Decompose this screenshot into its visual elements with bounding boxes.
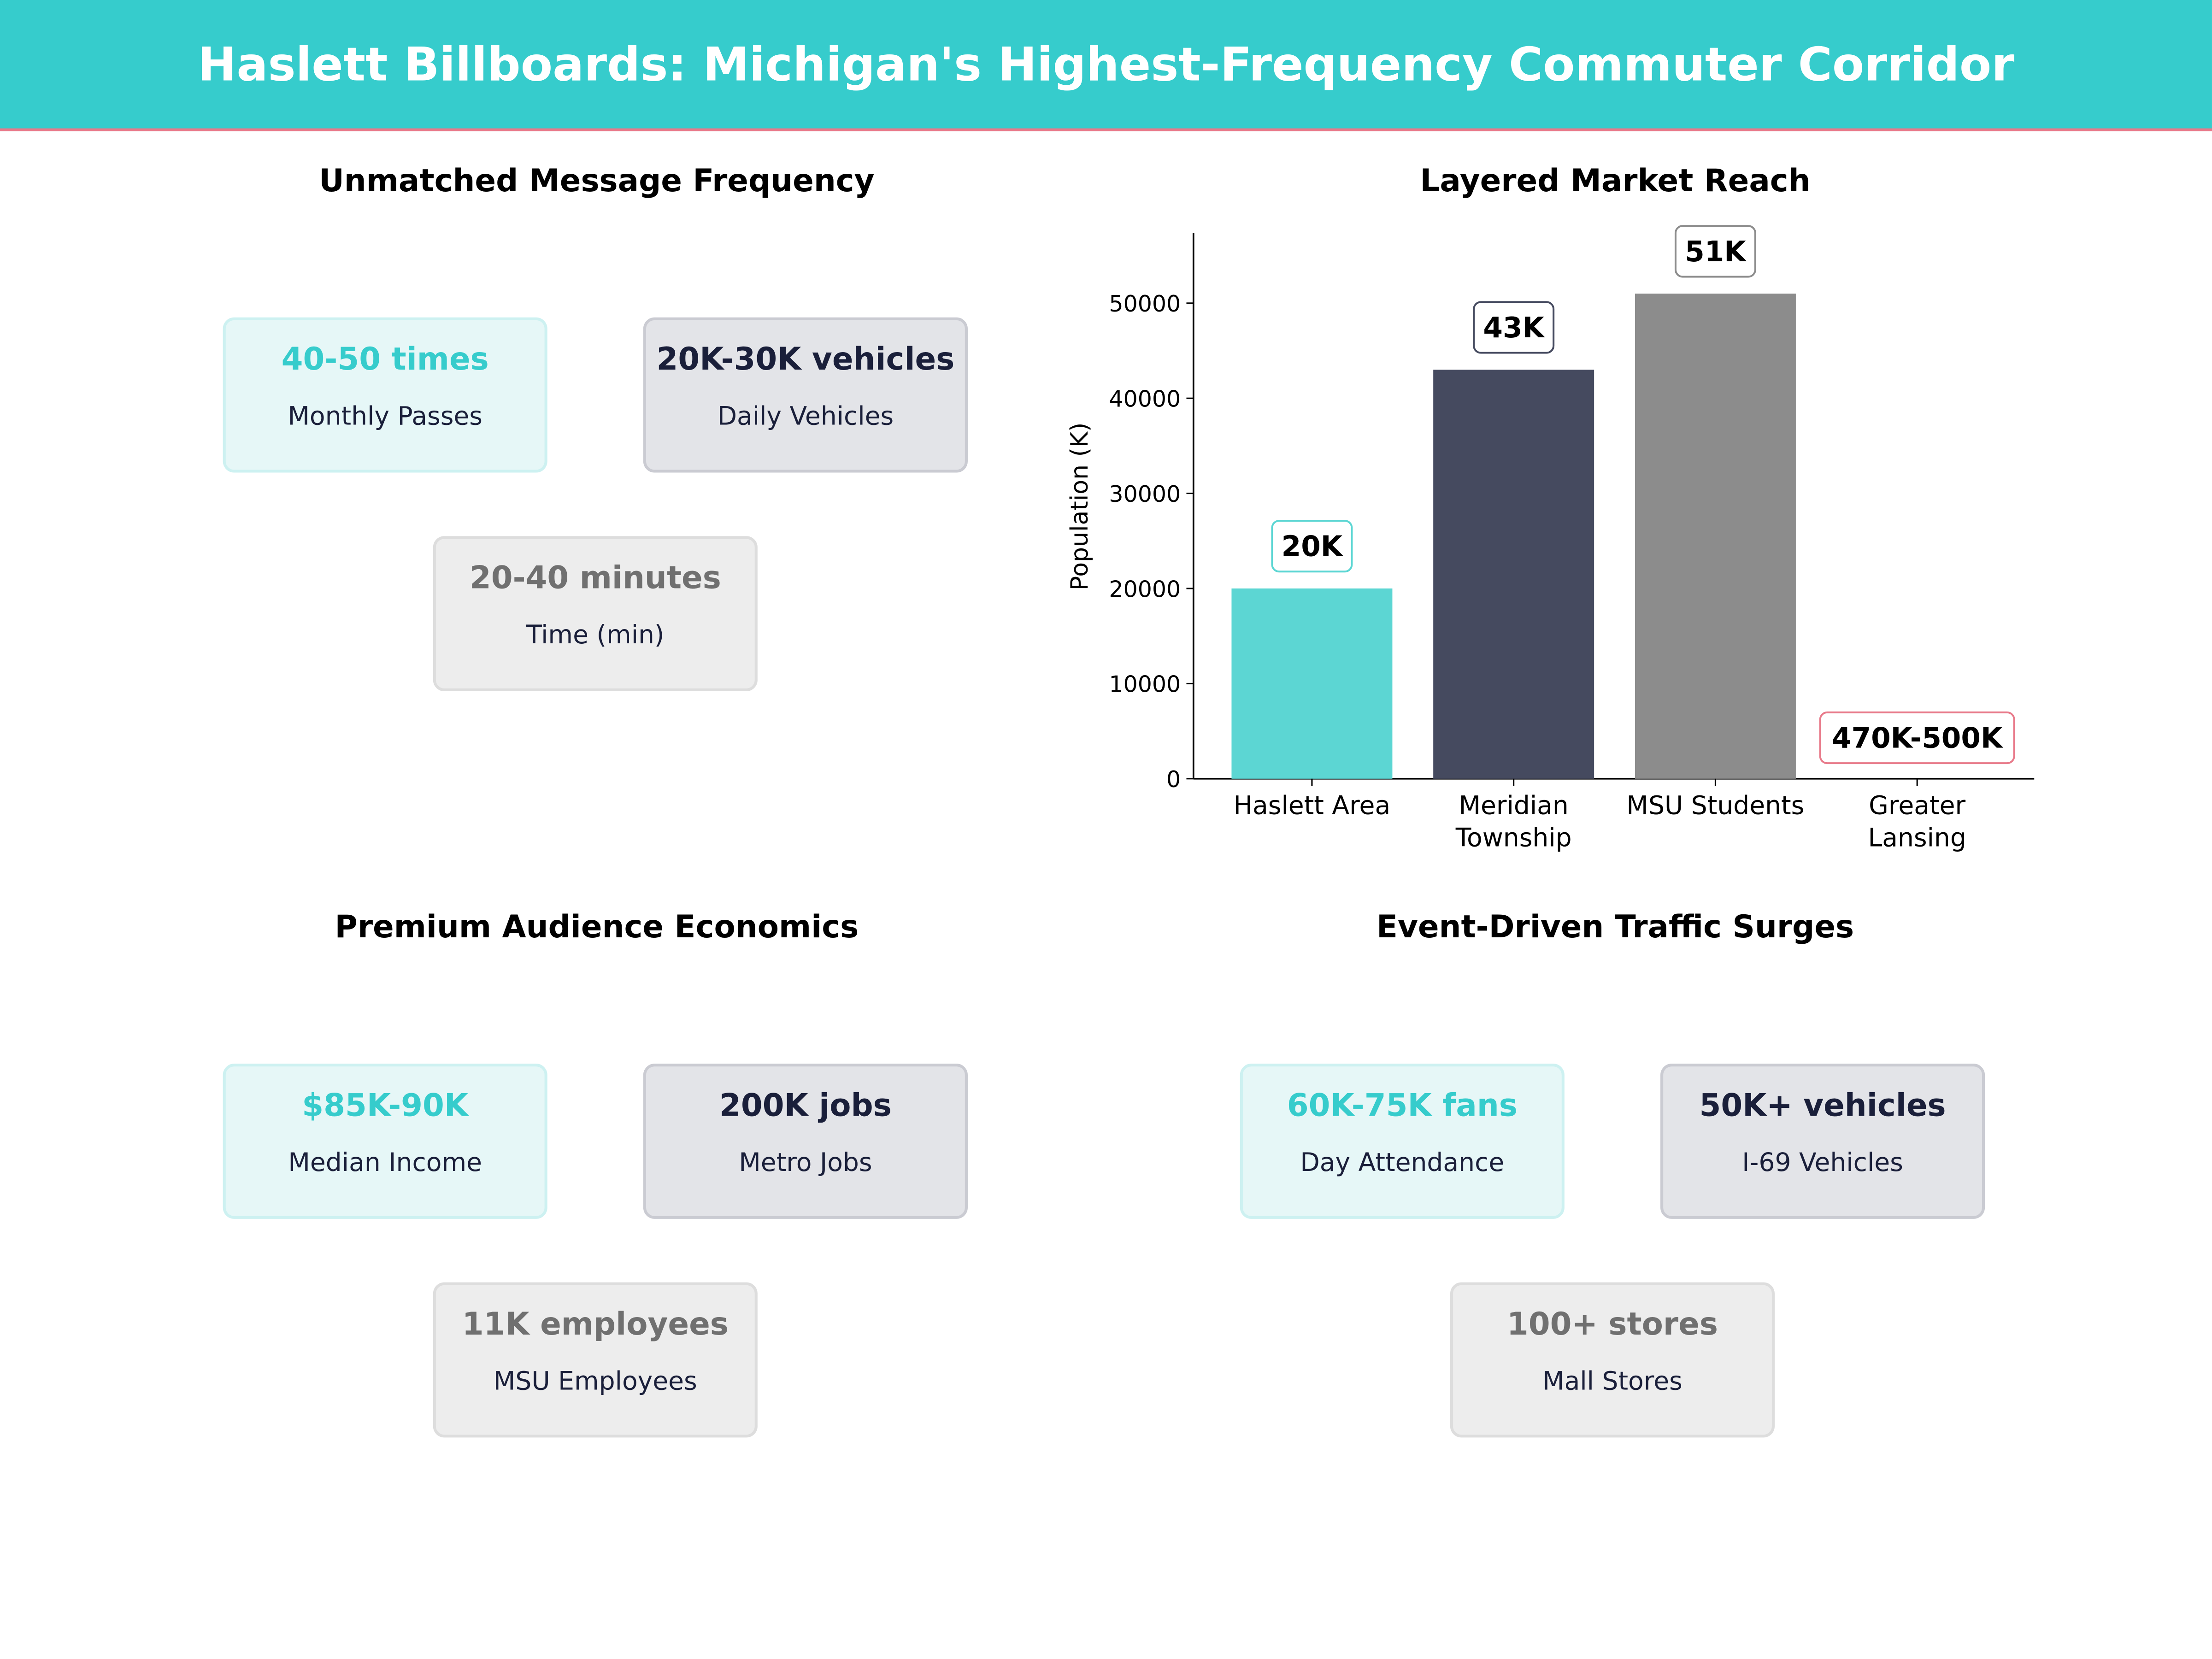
stat-value: 50K+ vehicles	[1699, 1089, 1946, 1124]
y-tick-label: 20000	[1109, 576, 1181, 602]
data-label: 51K	[1685, 235, 1747, 268]
stat-card-frequency: 40-50 times Monthly Passes	[223, 317, 547, 473]
x-tick-label: Township	[1455, 823, 1572, 853]
panel-title-events: Event-Driven Traffic Surges	[1376, 911, 1854, 946]
page-title: Haslett Billboards: Michigan's Highest-F…	[197, 36, 2015, 92]
bar	[1635, 294, 1796, 779]
stat-value: 200K jobs	[719, 1089, 892, 1124]
x-tick-label: MSU Students	[1626, 790, 1804, 820]
data-label-box	[1674, 225, 1756, 278]
stat-value: 20K-30K vehicles	[656, 342, 955, 378]
data-label-box	[1819, 711, 2015, 765]
panel-title-economics: Premium Audience Economics	[335, 911, 859, 946]
y-tick-label: 50000	[1109, 291, 1181, 317]
panel-title-frequency: Unmatched Message Frequency	[319, 164, 875, 200]
stat-label: I-69 Vehicles	[1742, 1148, 1903, 1178]
stat-value: 11K employees	[462, 1307, 729, 1343]
x-tick-label: Haslett Area	[1234, 790, 1391, 820]
data-label-box	[1473, 301, 1555, 354]
bar	[1231, 588, 1393, 779]
stat-card-economics: 200K jobs Metro Jobs	[643, 1064, 968, 1219]
x-tick-label: Greater	[1869, 790, 1965, 820]
stat-card-economics: 11K employees MSU Employees	[433, 1282, 758, 1438]
stat-card-events: 60K-75K fans Day Attendance	[1240, 1064, 1565, 1219]
x-tick-label: Lansing	[1868, 823, 1966, 853]
data-label: 20K	[1282, 530, 1344, 563]
y-axis-label: Population (K)	[1066, 423, 1094, 591]
stat-value: 40-50 times	[281, 342, 489, 378]
y-tick-label: 10000	[1109, 671, 1181, 698]
y-tick-label: 40000	[1109, 386, 1181, 412]
stat-card-events: 50K+ vehicles I-69 Vehicles	[1660, 1064, 1985, 1219]
stat-value: 20-40 minutes	[469, 561, 721, 597]
stat-label: Time (min)	[526, 620, 665, 651]
stat-value: $85K-90K	[302, 1089, 469, 1124]
stat-label: Mall Stores	[1542, 1367, 1683, 1397]
x-tick-label: Meridian	[1459, 790, 1568, 820]
bar	[1433, 370, 1594, 779]
data-label: 470K-500K	[1832, 722, 2004, 754]
stat-label: Monthly Passes	[288, 402, 483, 432]
y-tick-label: 30000	[1109, 481, 1181, 507]
stat-label: Median Income	[288, 1148, 482, 1178]
stat-label: MSU Employees	[493, 1367, 697, 1397]
stat-card-economics: $85K-90K Median Income	[223, 1064, 547, 1219]
data-label-box	[1271, 520, 1353, 573]
stat-value: 100+ stores	[1506, 1307, 1718, 1343]
stat-value: 60K-75K fans	[1287, 1089, 1518, 1124]
header-banner: Haslett Billboards: Michigan's Highest-F…	[0, 0, 2212, 131]
stat-card-events: 100+ stores Mall Stores	[1450, 1282, 1775, 1438]
y-tick-label: 0	[1166, 766, 1181, 793]
stat-label: Daily Vehicles	[717, 402, 894, 432]
stat-label: Metro Jobs	[739, 1148, 872, 1178]
stat-label: Day Attendance	[1300, 1148, 1505, 1178]
stat-card-frequency: 20-40 minutes Time (min)	[433, 536, 758, 691]
chart-title: Layered Market Reach	[1420, 164, 1811, 200]
stat-card-frequency: 20K-30K vehicles Daily Vehicles	[643, 317, 968, 473]
data-label: 43K	[1483, 312, 1545, 344]
